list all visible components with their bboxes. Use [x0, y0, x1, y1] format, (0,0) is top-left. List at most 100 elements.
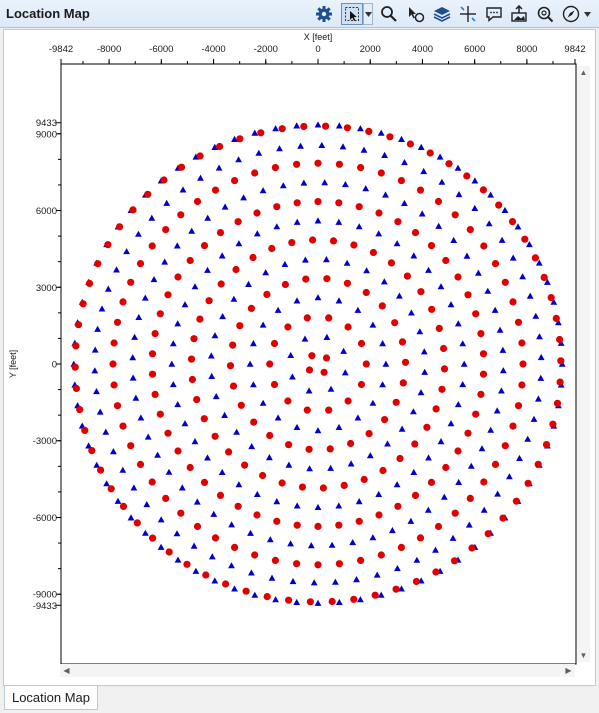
source-point[interactable]	[216, 229, 225, 237]
receiver-point[interactable]	[557, 339, 565, 346]
receiver-point[interactable]	[335, 598, 343, 605]
receiver-point[interactable]	[459, 340, 467, 347]
receiver-point[interactable]	[535, 259, 543, 266]
receiver-point[interactable]	[335, 218, 343, 225]
source-point[interactable]	[285, 596, 293, 604]
source-point[interactable]	[491, 260, 500, 268]
source-point[interactable]	[344, 397, 352, 405]
source-point[interactable]	[76, 406, 84, 414]
receiver-point[interactable]	[398, 135, 405, 142]
receiver-point[interactable]	[375, 490, 383, 497]
source-point[interactable]	[340, 481, 348, 489]
source-point[interactable]	[293, 199, 301, 207]
source-point[interactable]	[411, 229, 420, 237]
receiver-point[interactable]	[382, 191, 389, 198]
source-point[interactable]	[508, 218, 517, 226]
receiver-point[interactable]	[251, 591, 259, 598]
source-point[interactable]	[200, 478, 209, 486]
source-point[interactable]	[305, 366, 314, 374]
receiver-point[interactable]	[425, 454, 432, 461]
receiver-point[interactable]	[516, 454, 523, 461]
source-point[interactable]	[193, 396, 201, 404]
source-point[interactable]	[386, 133, 394, 141]
source-point[interactable]	[200, 415, 208, 423]
receiver-point[interactable]	[544, 278, 551, 285]
source-point[interactable]	[335, 521, 343, 529]
source-point[interactable]	[148, 478, 156, 486]
receiver-point[interactable]	[454, 320, 462, 327]
receiver-point[interactable]	[174, 556, 182, 563]
tab-location-map[interactable]: Location Map	[4, 686, 98, 710]
receiver-point[interactable]	[417, 143, 425, 150]
receiver-point[interactable]	[413, 556, 421, 563]
source-point[interactable]	[357, 164, 365, 172]
layers-icon[interactable]	[431, 3, 453, 25]
source-point[interactable]	[284, 323, 292, 331]
source-point[interactable]	[229, 341, 237, 349]
source-point[interactable]	[480, 242, 488, 250]
receiver-point[interactable]	[460, 360, 468, 367]
receiver-point[interactable]	[501, 206, 509, 213]
source-point[interactable]	[268, 244, 276, 253]
receiver-point[interactable]	[327, 385, 335, 392]
compass-dropdown-arrow-icon[interactable]	[582, 3, 592, 25]
compass-icon[interactable]	[560, 3, 582, 25]
source-point[interactable]	[234, 502, 242, 510]
receiver-point[interactable]	[447, 301, 455, 308]
receiver-point[interactable]	[127, 514, 135, 521]
source-point[interactable]	[303, 314, 311, 322]
receiver-point[interactable]	[509, 254, 517, 261]
source-point[interactable]	[266, 431, 274, 440]
source-point[interactable]	[379, 466, 387, 475]
receiver-point[interactable]	[328, 541, 336, 548]
receiver-point[interactable]	[491, 306, 499, 313]
receiver-point[interactable]	[132, 394, 140, 401]
receiver-point[interactable]	[259, 187, 267, 194]
source-point[interactable]	[411, 440, 419, 448]
source-point[interactable]	[263, 593, 271, 601]
crosshair-icon[interactable]	[457, 3, 479, 25]
receiver-point[interactable]	[273, 223, 281, 230]
receiver-point[interactable]	[354, 414, 362, 421]
receiver-point[interactable]	[463, 252, 471, 259]
source-point[interactable]	[119, 298, 127, 306]
source-point[interactable]	[71, 363, 79, 371]
source-point[interactable]	[394, 218, 402, 226]
receiver-point[interactable]	[228, 521, 235, 528]
source-point[interactable]	[360, 475, 368, 484]
receiver-point[interactable]	[536, 333, 543, 340]
source-point[interactable]	[88, 447, 96, 455]
source-point[interactable]	[205, 297, 213, 305]
receiver-point[interactable]	[499, 367, 507, 374]
receiver-point[interactable]	[98, 305, 106, 312]
receiver-point[interactable]	[119, 466, 127, 473]
receiver-point[interactable]	[169, 381, 177, 388]
receiver-point[interactable]	[335, 502, 343, 509]
receiver-point[interactable]	[179, 186, 187, 193]
receiver-point[interactable]	[339, 143, 347, 150]
source-point[interactable]	[281, 280, 289, 289]
source-point[interactable]	[273, 517, 281, 525]
receiver-point[interactable]	[212, 393, 220, 400]
source-point[interactable]	[217, 280, 225, 288]
receiver-point[interactable]	[425, 266, 432, 273]
source-point[interactable]	[435, 324, 443, 332]
receiver-point[interactable]	[519, 273, 526, 280]
receiver-point[interactable]	[535, 395, 542, 402]
receiver-point[interactable]	[104, 285, 112, 292]
receiver-point[interactable]	[398, 585, 405, 592]
source-point[interactable]	[557, 357, 565, 365]
receiver-point[interactable]	[165, 468, 173, 475]
source-point[interactable]	[241, 461, 249, 469]
source-point[interactable]	[445, 160, 453, 168]
source-point[interactable]	[72, 342, 80, 350]
select-pointer-icon[interactable]	[341, 3, 363, 25]
source-point[interactable]	[319, 484, 327, 492]
source-point[interactable]	[144, 190, 152, 198]
source-point[interactable]	[237, 401, 245, 409]
source-point[interactable]	[186, 463, 194, 472]
receiver-point[interactable]	[314, 599, 322, 606]
source-point[interactable]	[450, 557, 459, 565]
source-point[interactable]	[434, 522, 443, 531]
source-point[interactable]	[156, 310, 164, 318]
